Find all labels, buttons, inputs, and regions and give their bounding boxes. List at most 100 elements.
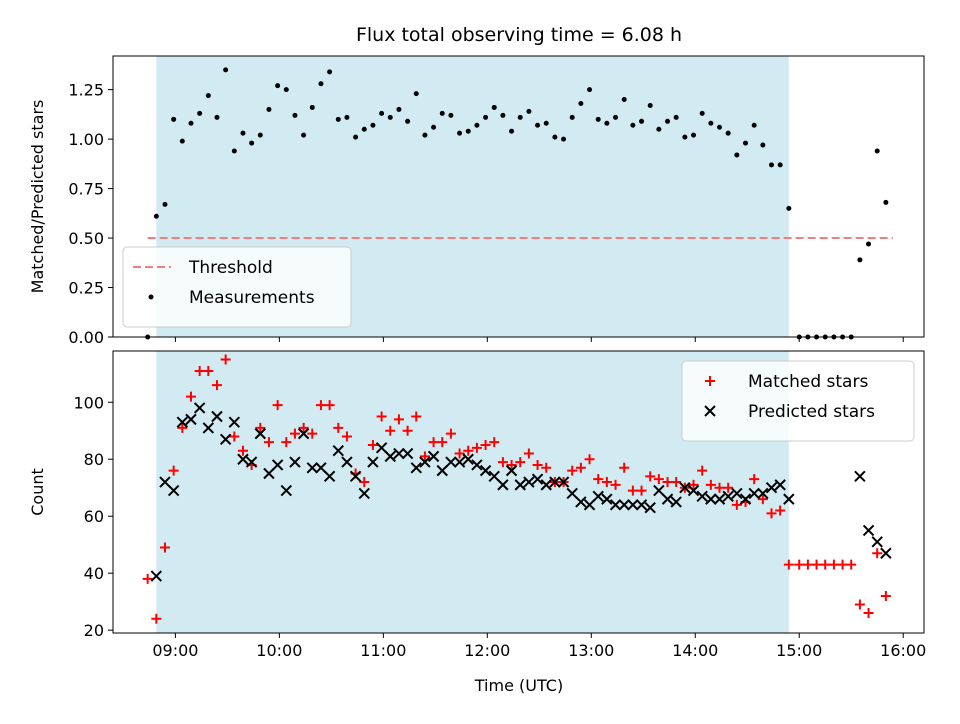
data-point xyxy=(266,106,272,112)
data-point xyxy=(697,465,708,476)
x-tick-label: 12:00 xyxy=(464,641,510,660)
data-point xyxy=(540,479,552,491)
data-point xyxy=(854,599,865,610)
data-point xyxy=(223,67,229,73)
data-point xyxy=(647,102,653,108)
data-point xyxy=(557,476,570,488)
data-point xyxy=(315,400,326,411)
data-point xyxy=(419,456,431,468)
data-point xyxy=(411,411,422,422)
data-point xyxy=(479,464,492,477)
data-point xyxy=(691,132,697,138)
x-tick-label: 13:00 xyxy=(568,641,614,660)
legend: Threshold Measurements xyxy=(122,246,352,328)
data-point xyxy=(619,462,630,473)
ratio-panel: 0.00 0.25 0.50 0.75 1.00 1.25 Matched/Predicte… xyxy=(28,55,925,347)
data-point xyxy=(289,428,300,439)
series-measurements xyxy=(145,67,889,340)
data-point xyxy=(431,124,437,130)
data-point xyxy=(679,482,691,494)
data-point xyxy=(751,122,757,128)
data-point xyxy=(515,457,526,468)
data-point xyxy=(203,365,214,376)
data-point xyxy=(687,484,700,497)
data-point xyxy=(240,130,246,136)
data-point xyxy=(254,427,267,440)
data-point xyxy=(153,213,159,219)
figure-title: Flux total observing time = 6.08 h xyxy=(356,24,682,46)
data-point xyxy=(489,437,500,448)
data-point xyxy=(575,496,587,508)
count-panel: 09:00 10:00 11:00 12:00 13:00 14:00 15:00 16:00… xyxy=(28,350,926,660)
data-point xyxy=(656,126,662,132)
data-point xyxy=(159,476,171,488)
y-tick-label: 100 xyxy=(73,393,104,412)
data-point xyxy=(609,499,622,511)
data-point xyxy=(802,559,813,570)
data-point xyxy=(543,120,549,126)
data-point xyxy=(639,118,645,124)
data-point xyxy=(862,524,875,537)
data-point xyxy=(523,448,534,459)
legend: Matched stars Predicted stars xyxy=(681,360,915,442)
data-point xyxy=(854,470,866,483)
data-point xyxy=(766,508,777,519)
data-point xyxy=(168,465,179,476)
data-point xyxy=(670,496,682,508)
data-point xyxy=(630,122,636,128)
data-point xyxy=(811,559,822,570)
data-point xyxy=(688,479,699,490)
data-point xyxy=(653,484,665,497)
data-point xyxy=(549,476,561,488)
data-point xyxy=(595,116,601,122)
data-point xyxy=(272,400,283,411)
data-point xyxy=(509,128,515,134)
x-tick-label: 09:00 xyxy=(152,641,198,660)
data-point xyxy=(561,136,567,142)
data-point xyxy=(211,410,223,423)
data-point xyxy=(883,199,889,205)
data-point xyxy=(471,442,482,453)
x-tick-label: 14:00 xyxy=(672,641,718,660)
data-point xyxy=(500,112,506,118)
data-point xyxy=(569,114,575,120)
data-point xyxy=(880,547,892,559)
data-point xyxy=(167,484,180,497)
x-tick-label: 16:00 xyxy=(880,641,926,660)
data-point xyxy=(786,205,792,211)
data-point xyxy=(783,559,794,570)
data-point xyxy=(743,140,749,146)
data-point xyxy=(335,116,341,122)
data-point xyxy=(682,134,688,140)
y-tick-label: 80 xyxy=(84,450,104,469)
data-point xyxy=(176,416,189,428)
data-point xyxy=(717,124,723,130)
data-point xyxy=(567,465,578,476)
data-point xyxy=(757,494,768,505)
data-point xyxy=(777,162,783,168)
data-point xyxy=(318,81,324,87)
data-point xyxy=(465,128,471,134)
data-point xyxy=(393,414,404,425)
data-point xyxy=(297,427,310,440)
legend-swatch xyxy=(704,405,716,417)
data-point xyxy=(439,110,445,116)
legend-box xyxy=(122,246,352,328)
axes-frame xyxy=(112,55,925,338)
legend-label: Measurements xyxy=(189,288,315,308)
data-point xyxy=(219,433,232,446)
data-point xyxy=(202,422,215,434)
data-point xyxy=(775,505,786,516)
data-point xyxy=(696,490,708,502)
y-tick-label: 0.25 xyxy=(68,279,104,298)
data-point xyxy=(463,445,474,456)
data-point xyxy=(422,132,428,138)
data-point xyxy=(151,613,162,624)
data-point xyxy=(765,482,778,494)
data-point xyxy=(448,112,454,118)
data-point xyxy=(480,440,491,450)
data-point xyxy=(281,437,292,448)
data-point xyxy=(575,462,586,473)
data-point xyxy=(245,456,258,468)
data-point xyxy=(405,118,411,124)
